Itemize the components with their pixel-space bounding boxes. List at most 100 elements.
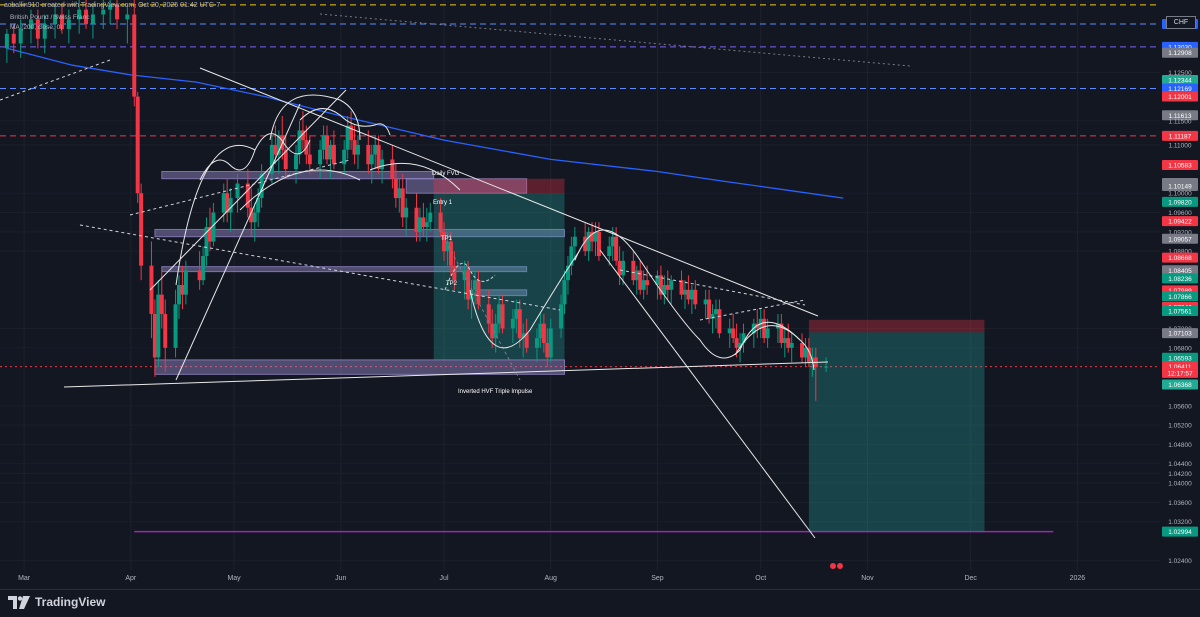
candle-body[interactable] (163, 313, 168, 348)
candle-body[interactable] (521, 333, 526, 339)
candle-body[interactable] (393, 178, 398, 199)
candle-body[interactable] (225, 193, 230, 213)
candle-body[interactable] (156, 294, 161, 358)
candle-body[interactable] (476, 280, 481, 305)
candle-body[interactable] (593, 231, 598, 242)
candle-body[interactable] (779, 323, 784, 343)
candle-body[interactable] (245, 183, 250, 208)
candle-body[interactable] (152, 313, 157, 358)
trendline-impulse-1[interactable] (149, 89, 347, 291)
candle-body[interactable] (731, 328, 736, 339)
trendline-breakdown[interactable] (599, 249, 816, 539)
candle-body[interactable] (803, 347, 808, 358)
trendline-lower[interactable] (63, 361, 829, 388)
candle-body[interactable] (738, 342, 743, 348)
arc-wave-tp[interactable] (444, 262, 496, 291)
candle-body[interactable] (631, 260, 636, 281)
candle-body[interactable] (565, 265, 570, 281)
candle-body[interactable] (500, 304, 505, 329)
position-target-zone[interactable] (808, 332, 985, 532)
candle-body[interactable] (548, 328, 553, 358)
price-axis-label[interactable]: 1.10000 (1168, 191, 1192, 198)
candle-body[interactable] (658, 275, 663, 295)
fvg-zone[interactable] (161, 266, 528, 273)
price-axis-label[interactable]: 1.11613 (1168, 113, 1191, 120)
candle-body[interactable] (328, 144, 333, 160)
candle-body[interactable] (583, 236, 588, 252)
fvg-zone[interactable] (154, 228, 566, 238)
arc-small-dome[interactable] (734, 325, 801, 356)
price-axis-label[interactable]: 1.07866 (1168, 294, 1192, 301)
candle-body[interactable] (448, 241, 453, 266)
time-axis-label[interactable]: Apr (125, 575, 137, 582)
price-axis-label[interactable]: 1.09600 (1168, 210, 1192, 217)
price-axis-label[interactable]: 1.09422 (1168, 219, 1192, 226)
time-axis-label[interactable]: Aug (545, 575, 558, 582)
arc-big-dome[interactable] (574, 229, 815, 371)
candle-body[interactable] (665, 285, 670, 290)
candle-body[interactable] (586, 231, 591, 252)
candle-body[interactable] (176, 285, 181, 305)
candle-body[interactable] (517, 309, 522, 339)
candle-body[interactable] (42, 24, 47, 39)
candle-body[interactable] (824, 366, 829, 368)
candle-body[interactable] (741, 333, 746, 343)
candle-body[interactable] (786, 338, 791, 348)
candle-body[interactable] (183, 270, 188, 295)
candle-body[interactable] (18, 28, 23, 44)
price-axis-label[interactable]: 1.10583 (1168, 163, 1192, 170)
candle-body[interactable] (294, 154, 299, 170)
event-marker-icon[interactable] (836, 563, 843, 569)
candle-body[interactable] (108, 4, 113, 10)
candle-body[interactable] (173, 304, 178, 348)
price-axis-label[interactable]: 1.09820 (1168, 199, 1192, 206)
price-axis-label[interactable]: 1.12500 (1168, 70, 1192, 77)
time-axis-label[interactable]: Mar (18, 575, 31, 582)
tradingview-logo[interactable]: TradingView (8, 595, 105, 609)
price-axis-label[interactable]: 1.04200 (1168, 471, 1192, 478)
candle-body[interactable] (734, 338, 739, 348)
price-axis-label[interactable]: 1.04000 (1168, 481, 1192, 488)
candle-body[interactable] (703, 299, 708, 305)
candle-body[interactable] (252, 212, 257, 223)
price-axis-label[interactable]: 1.04400 (1168, 461, 1192, 468)
candle-body[interactable] (404, 207, 409, 218)
candle-body[interactable] (424, 222, 429, 228)
currency-label[interactable]: CHF (1166, 16, 1196, 29)
candle-body[interactable] (115, 4, 120, 20)
candle-body[interactable] (4, 33, 9, 49)
candle-body[interactable] (53, 14, 58, 25)
candle-body[interactable] (132, 14, 137, 97)
candle-body[interactable] (590, 231, 595, 242)
trendline-dashed-4[interactable] (0, 59, 111, 101)
price-axis-label[interactable]: 1.11500 (1168, 118, 1191, 125)
price-axis-label[interactable]: 1.07103 (1168, 331, 1192, 338)
candle-body[interactable] (221, 193, 226, 213)
candle-body[interactable] (765, 328, 770, 339)
candle-body[interactable] (256, 198, 261, 213)
candle-body[interactable] (689, 289, 694, 300)
price-axis-label[interactable]: 1.02994 (1168, 529, 1192, 536)
candle-body[interactable] (283, 149, 288, 170)
time-axis-label[interactable]: Jun (335, 575, 346, 582)
candle-body[interactable] (462, 270, 467, 281)
candle-body[interactable] (135, 96, 140, 194)
arc-right-shoulder[interactable] (369, 162, 461, 191)
candle-body[interactable] (569, 246, 574, 266)
candle-body[interactable] (641, 280, 646, 290)
candle-body[interactable] (307, 154, 312, 165)
price-axis-label[interactable]: 1.06411 (1168, 364, 1191, 371)
price-axis-label[interactable]: 1.09200 (1168, 229, 1192, 236)
candle-body[interactable] (679, 280, 684, 295)
arc-head-2[interactable] (239, 169, 361, 211)
candle-body[interactable] (428, 212, 433, 223)
price-axis-label[interactable]: 1.08405 (1168, 268, 1192, 275)
candle-body[interactable] (669, 280, 674, 290)
candle-body[interactable] (789, 342, 794, 348)
candle-body[interactable] (259, 173, 264, 199)
candle-body[interactable] (638, 270, 643, 290)
candle-body[interactable] (541, 323, 546, 343)
candle-body[interactable] (445, 241, 450, 252)
candle-body[interactable] (366, 144, 371, 165)
price-axis-label[interactable]: 1.12001 (1168, 94, 1192, 101)
